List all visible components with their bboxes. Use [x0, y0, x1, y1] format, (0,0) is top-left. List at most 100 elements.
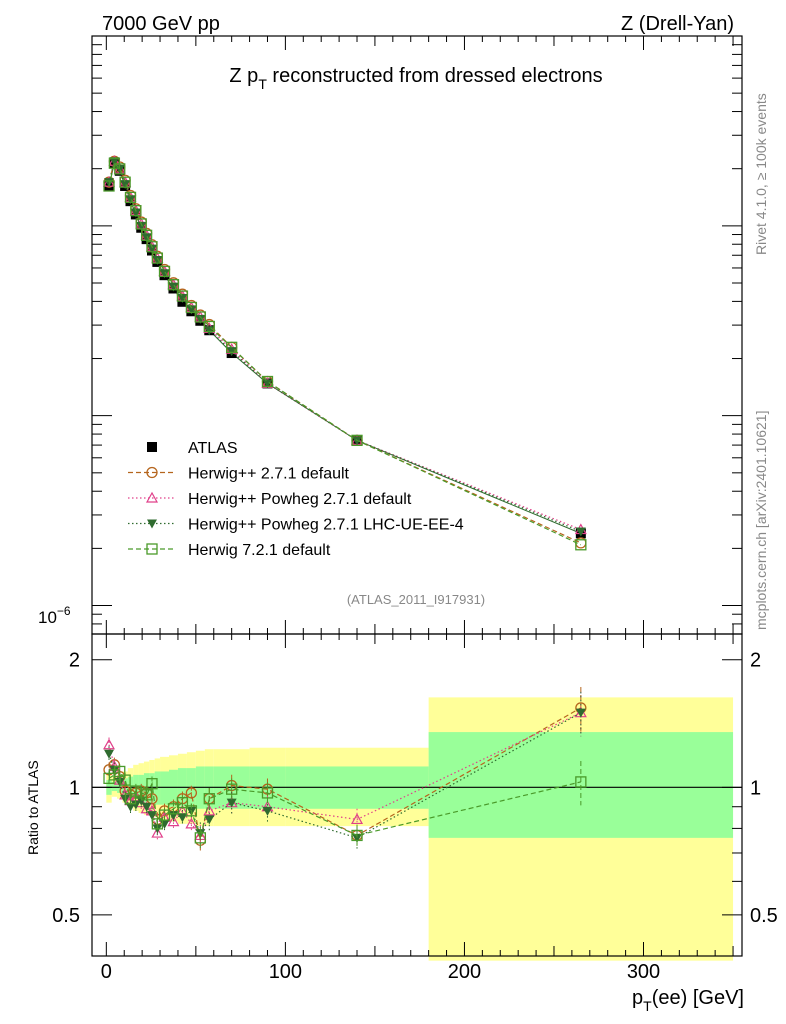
- uncertainty-band-inner: [111, 781, 118, 792]
- data-point-herwig-7-2-1-default: [226, 341, 238, 353]
- data-point-herwig-7-2-1-default: [158, 265, 171, 278]
- data-point-herwig-7-2-1-default: [119, 176, 131, 188]
- ratio-point-herwig-powheg-2-7-1-lhc-ue-ee-4: [195, 829, 206, 839]
- data-point-herwig-powheg-2-7-1-lhc-ue-ee-4: [262, 379, 273, 389]
- x-axis-label: pT(ee) [GeV]: [632, 987, 744, 1014]
- uncertainty-band-inner: [168, 769, 178, 807]
- data-point-herwig-7-2-1-default: [203, 320, 215, 333]
- data-point-herwig-powheg-2-7-1-lhc-ue-ee-4: [109, 157, 120, 167]
- legend-label-herwig-2-7-1-default: Herwig++ 2.7.1 default: [188, 466, 350, 483]
- ratio-point-herwig-powheg-2-7-1-lhc-ue-ee-4: [136, 796, 147, 806]
- ratio-point-herwig-powheg-2-7-1-default: [167, 815, 180, 827]
- legend-marker-herwig-2-7-1-default: [146, 466, 158, 479]
- legend-marker-herwig-7-2-1-default: [146, 543, 158, 555]
- ratio-point-herwig-7-2-1-default: [575, 776, 587, 788]
- legend-marker-herwig-powheg-2-7-1-lhc-ue-ee-4: [147, 519, 157, 529]
- ratio-point-herwig-powheg-2-7-1-lhc-ue-ee-4: [146, 811, 157, 821]
- legend-marker-atlas: [147, 442, 157, 452]
- ratio-point-herwig-powheg-2-7-1-lhc-ue-ee-4: [125, 802, 136, 812]
- ratio-y-axis-label: Ratio to ATLAS: [25, 760, 41, 855]
- ratio-point-herwig-7-2-1-default: [146, 778, 158, 790]
- legend-marker-herwig-powheg-2-7-1-default: [145, 491, 159, 503]
- x-tick-label: 0: [101, 961, 112, 983]
- ratio-point-herwig-powheg-2-7-1-lhc-ue-ee-4: [226, 798, 237, 808]
- ratio-point-herwig-7-2-1-default: [261, 787, 274, 799]
- data-point-herwig-7-2-1-default: [130, 205, 142, 217]
- ratio-point-herwig-7-2-1-default: [194, 832, 206, 844]
- data-point-herwig-powheg-2-7-1-lhc-ue-ee-4: [195, 314, 206, 324]
- ratio-point-herwig-7-2-1-default: [226, 783, 238, 795]
- main-plot-area: [92, 35, 742, 634]
- data-point-herwig-powheg-2-7-1-lhc-ue-ee-4: [575, 527, 586, 537]
- data-point-herwig-7-2-1-default: [176, 290, 189, 302]
- ratio-point-herwig-powheg-2-7-1-default: [151, 826, 164, 838]
- data-point-herwig-7-2-1-default: [103, 180, 115, 192]
- mcplots-credit-label: mcplots.cern.ch [arXiv:2401.10621]: [753, 411, 769, 630]
- ratio-point-herwig-powheg-2-7-1-lhc-ue-ee-4: [204, 815, 215, 825]
- ratio-point-herwig-powheg-2-7-1-lhc-ue-ee-4: [262, 806, 273, 816]
- legend-label-herwig-powheg-2-7-1-lhc-ue-ee-4: Herwig++ Powheg 2.7.1 LHC-UE-EE-4: [188, 517, 464, 534]
- data-point-herwig-powheg-2-7-1-lhc-ue-ee-4: [152, 256, 163, 266]
- rivet-version-label: Rivet 4.1.0, ≥ 100k events: [753, 93, 769, 255]
- ratio-plot-area: 0.5 0.5 1 1 2 2 0 100 200 300: [52, 634, 778, 983]
- ratio-point-herwig-powheg-2-7-1-default: [350, 813, 364, 825]
- data-point-herwig-7-2-1-default: [146, 241, 158, 253]
- data-point-herwig-powheg-2-7-1-lhc-ue-ee-4: [146, 244, 157, 254]
- ratio-y-tick-label-right: 2: [750, 650, 761, 672]
- data-point-herwig-7-2-1-default: [114, 163, 126, 175]
- series-line-herwig-2-7-1-default: [108, 160, 582, 544]
- data-point-herwig-7-2-1-default: [124, 191, 137, 204]
- ratio-point-herwig-powheg-2-7-1-lhc-ue-ee-4: [575, 708, 586, 718]
- data-point-herwig-7-2-1-default: [575, 539, 587, 551]
- data-point-herwig-7-2-1-default: [351, 434, 363, 447]
- data-point-herwig-powheg-2-7-1-lhc-ue-ee-4: [141, 233, 152, 243]
- ratio-point-herwig-powheg-2-7-1-lhc-ue-ee-4: [104, 749, 115, 759]
- ratio-y-tick-label-right: 1: [750, 777, 761, 799]
- uncertainty-band-inner: [428, 732, 734, 838]
- data-point-herwig-7-2-1-default: [185, 301, 198, 314]
- legend: ATLAS Herwig++ 2.7.1 default Herwig++ Powh…: [128, 440, 464, 559]
- ratio-point-herwig-7-2-1-default: [119, 774, 131, 786]
- data-point-herwig-powheg-2-7-1-lhc-ue-ee-4: [136, 221, 147, 231]
- ratio-point-herwig-powheg-2-7-1-default: [102, 738, 116, 750]
- data-point-herwig-7-2-1-default: [140, 229, 153, 241]
- ratio-y-tick-label-left: 1: [69, 777, 80, 799]
- data-point-herwig-powheg-2-7-1-lhc-ue-ee-4: [130, 208, 141, 218]
- data-point-herwig-7-2-1-default: [194, 311, 206, 323]
- data-point-herwig-powheg-2-7-1-lhc-ue-ee-4: [120, 180, 131, 190]
- ratio-point-herwig-7-2-1-default: [151, 818, 164, 830]
- data-point-herwig-powheg-2-7-1-lhc-ue-ee-4: [186, 305, 197, 315]
- data-point-herwig-powheg-2-7-1-lhc-ue-ee-4: [114, 164, 125, 174]
- data-point-herwig-powheg-2-7-1-lhc-ue-ee-4: [177, 293, 188, 303]
- ratio-y-tick-label-left: 2: [69, 650, 80, 672]
- ratio-y-tick-label-left: 0.5: [52, 905, 80, 927]
- ratio-point-herwig-7-2-1-default: [185, 805, 198, 817]
- ratio-point-herwig-7-2-1-default: [158, 809, 171, 821]
- ratio-point-herwig-powheg-2-7-1-lhc-ue-ee-4: [141, 802, 152, 812]
- ratio-point-herwig-powheg-2-7-1-lhc-ue-ee-4: [177, 813, 188, 823]
- legend-label-herwig-7-2-1-default: Herwig 7.2.1 default: [188, 542, 331, 559]
- series-line-herwig-7-2-1-default: [108, 161, 582, 546]
- ratio-point-herwig-7-2-1-default: [351, 829, 363, 842]
- x-tick-label: 100: [269, 961, 302, 983]
- x-tick-label: 200: [448, 961, 481, 983]
- top-y-tick-label: 10−6: [38, 604, 71, 627]
- legend-label-atlas: ATLAS: [188, 440, 238, 457]
- ratio-point-herwig-powheg-2-7-1-default: [185, 817, 198, 829]
- data-point-herwig-7-2-1-default: [167, 279, 180, 291]
- uncertainty-band-inner: [160, 771, 169, 805]
- ratio-point-herwig-7-2-1-default: [140, 789, 153, 801]
- process-label: Z (Drell-Yan): [621, 13, 734, 35]
- plot-title: Z pT reconstructed from dressed electron…: [229, 65, 602, 92]
- data-point-herwig-powheg-2-7-1-lhc-ue-ee-4: [159, 269, 170, 279]
- ratio-y-tick-label-right: 0.5: [750, 905, 778, 927]
- ratio-point-herwig-7-2-1-default: [203, 793, 215, 805]
- data-point-herwig-7-2-1-default: [151, 252, 164, 264]
- data-point-herwig-7-2-1-default: [135, 218, 147, 230]
- data-point-herwig-powheg-2-7-1-lhc-ue-ee-4: [125, 195, 136, 205]
- ratio-plot-frame: [91, 633, 743, 957]
- ratio-point-herwig-powheg-2-7-1-lhc-ue-ee-4: [352, 833, 363, 843]
- analysis-id-label: (ATLAS_2011_I917931): [347, 592, 485, 607]
- ratio-point-herwig-7-2-1-default: [176, 797, 189, 809]
- series-line-herwig-powheg-2-7-1-default: [108, 159, 582, 531]
